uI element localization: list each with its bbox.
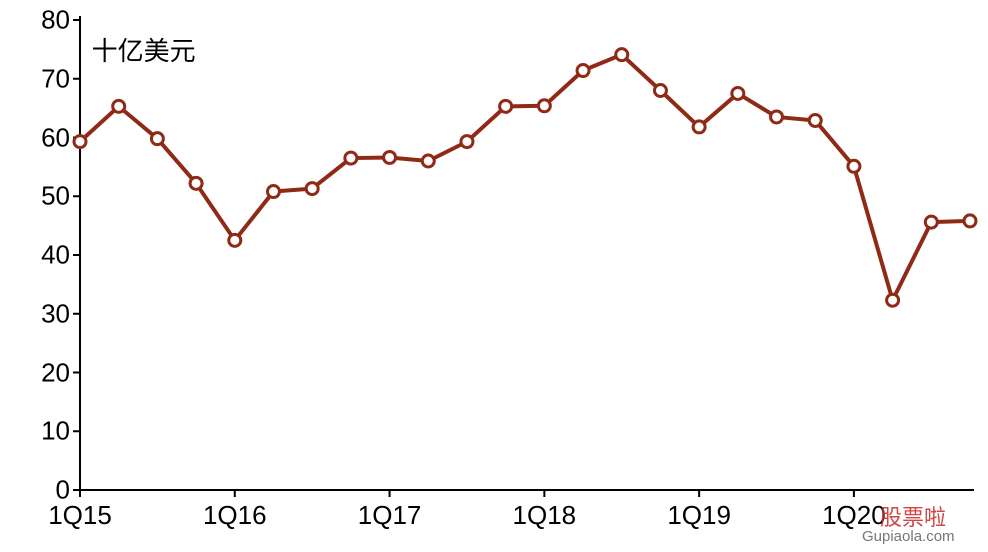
line-chart: 01020304050607080 1Q151Q161Q171Q181Q191Q… [0, 0, 988, 552]
x-tick-label: 1Q20 [822, 500, 886, 531]
y-tick-label: 60 [41, 122, 70, 153]
x-tick-label: 1Q18 [513, 500, 577, 531]
chart-svg [0, 0, 988, 552]
y-tick-label: 70 [41, 63, 70, 94]
x-tick-label: 1Q16 [203, 500, 267, 531]
x-tick-label: 1Q15 [48, 500, 112, 531]
y-tick-label: 30 [41, 298, 70, 329]
y-tick-label: 50 [41, 181, 70, 212]
x-tick-label: 1Q17 [358, 500, 422, 531]
y-tick-label: 20 [41, 357, 70, 388]
x-tick-label: 1Q19 [667, 500, 731, 531]
y-tick-label: 10 [41, 416, 70, 447]
watermark-en: Gupiaola.com [862, 528, 955, 545]
unit-annotation: 十亿美元 [92, 31, 196, 68]
y-tick-label: 40 [41, 240, 70, 271]
y-tick-label: 80 [41, 5, 70, 36]
